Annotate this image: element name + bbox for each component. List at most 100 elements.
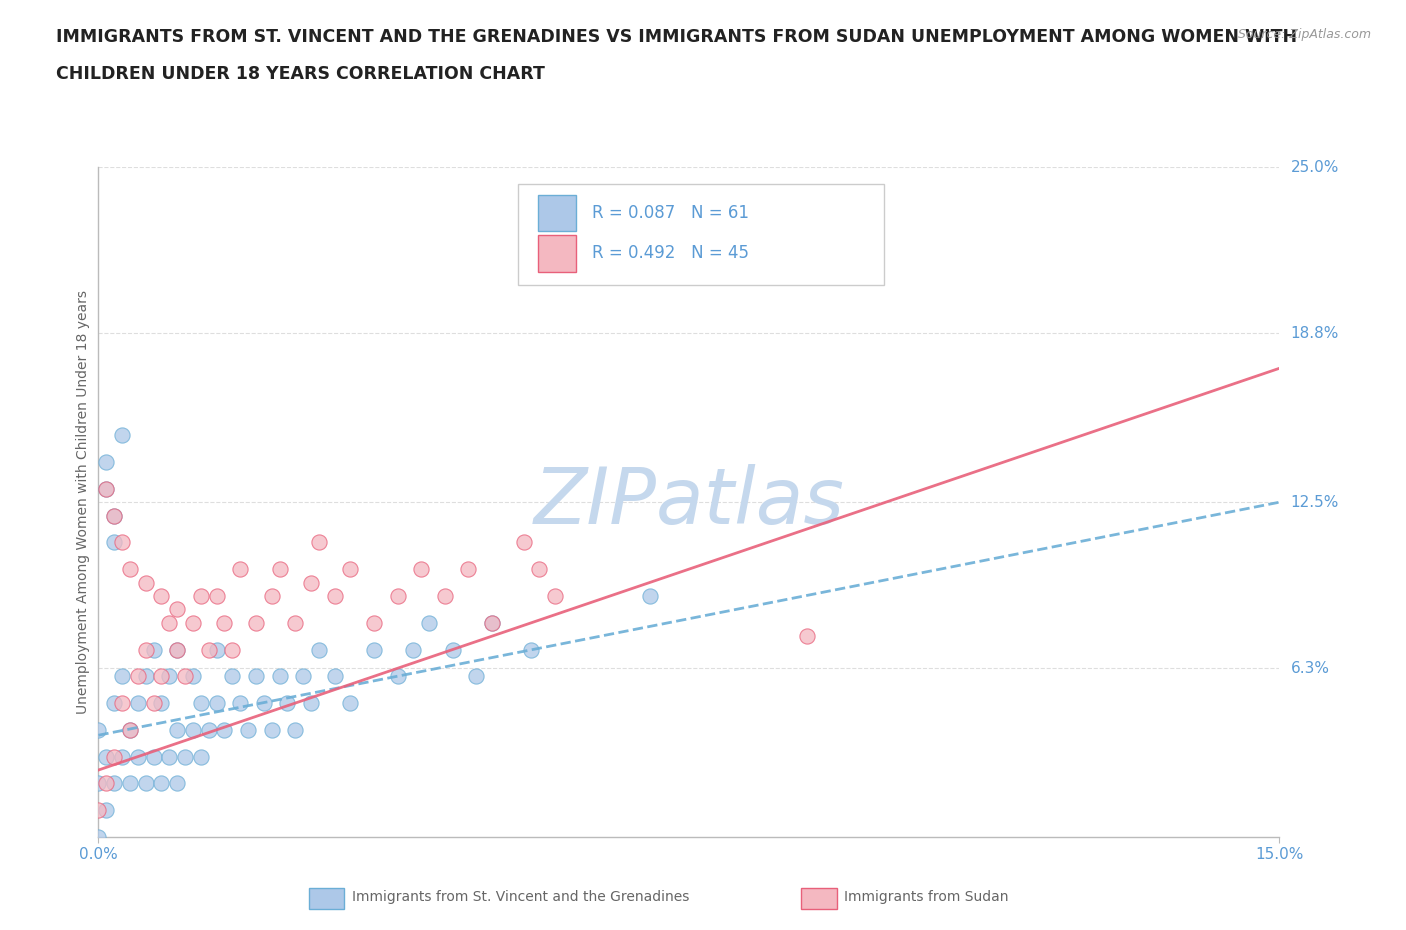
Point xyxy=(157,616,180,631)
Text: Immigrants from Sudan: Immigrants from Sudan xyxy=(844,889,1008,904)
Point xyxy=(269,669,291,684)
Point xyxy=(299,575,322,590)
Point xyxy=(118,562,141,577)
Point xyxy=(387,669,409,684)
FancyBboxPatch shape xyxy=(537,234,575,272)
Point xyxy=(269,562,291,577)
Text: CHILDREN UNDER 18 YEARS CORRELATION CHART: CHILDREN UNDER 18 YEARS CORRELATION CHAR… xyxy=(56,65,546,83)
Point xyxy=(387,589,409,604)
Text: Immigrants from St. Vincent and the Grenadines: Immigrants from St. Vincent and the Gren… xyxy=(352,889,689,904)
Point xyxy=(103,750,125,764)
FancyBboxPatch shape xyxy=(537,194,575,232)
Point xyxy=(135,669,157,684)
Point xyxy=(214,616,236,631)
Point xyxy=(87,803,110,817)
Point xyxy=(512,535,534,550)
Text: R = 0.492   N = 45: R = 0.492 N = 45 xyxy=(592,244,749,262)
Point xyxy=(339,562,361,577)
Point xyxy=(96,455,118,470)
Point xyxy=(111,535,134,550)
Point xyxy=(796,629,818,644)
Point xyxy=(111,696,134,711)
Point xyxy=(87,776,110,790)
Point xyxy=(127,750,149,764)
Point xyxy=(142,750,165,764)
Text: R = 0.087   N = 61: R = 0.087 N = 61 xyxy=(592,204,749,222)
Point xyxy=(111,428,134,443)
Point xyxy=(411,562,433,577)
Point xyxy=(157,750,180,764)
Point xyxy=(245,616,267,631)
Point xyxy=(118,723,141,737)
Point xyxy=(166,602,188,617)
Point xyxy=(96,482,118,497)
Point xyxy=(103,508,125,523)
Text: Source: ZipAtlas.com: Source: ZipAtlas.com xyxy=(1237,28,1371,41)
Point xyxy=(197,642,219,657)
Text: ZIPatlas: ZIPatlas xyxy=(533,464,845,540)
Point xyxy=(127,696,149,711)
Point xyxy=(96,750,118,764)
Point xyxy=(96,776,118,790)
Point xyxy=(142,696,165,711)
Point xyxy=(150,589,173,604)
Point xyxy=(520,187,543,202)
Point xyxy=(166,776,188,790)
Point xyxy=(418,616,440,631)
Point xyxy=(323,589,346,604)
Point xyxy=(221,669,243,684)
Point xyxy=(174,669,197,684)
Point xyxy=(103,535,125,550)
Point xyxy=(150,696,173,711)
Text: 25.0%: 25.0% xyxy=(1291,160,1339,175)
Point xyxy=(135,776,157,790)
Point xyxy=(299,696,322,711)
Y-axis label: Unemployment Among Women with Children Under 18 years: Unemployment Among Women with Children U… xyxy=(76,290,90,714)
Point xyxy=(181,669,204,684)
Point xyxy=(118,776,141,790)
Point xyxy=(245,669,267,684)
Point xyxy=(284,723,307,737)
Point xyxy=(103,696,125,711)
Point xyxy=(284,616,307,631)
Point xyxy=(205,589,228,604)
Point xyxy=(529,562,551,577)
Point xyxy=(197,723,219,737)
Point xyxy=(111,669,134,684)
Point xyxy=(111,750,134,764)
Point xyxy=(638,589,661,604)
Point xyxy=(292,669,315,684)
Point xyxy=(87,723,110,737)
Point xyxy=(157,669,180,684)
Point xyxy=(544,589,567,604)
Point xyxy=(190,696,212,711)
Point xyxy=(190,750,212,764)
Point xyxy=(174,750,197,764)
FancyBboxPatch shape xyxy=(517,184,884,285)
Text: 6.3%: 6.3% xyxy=(1291,660,1330,676)
Point xyxy=(96,803,118,817)
Point xyxy=(166,642,188,657)
Point xyxy=(135,575,157,590)
Point xyxy=(308,642,330,657)
Point xyxy=(481,616,503,631)
Point xyxy=(465,669,488,684)
Point xyxy=(441,642,464,657)
Point xyxy=(103,508,125,523)
Point xyxy=(481,616,503,631)
Point xyxy=(276,696,298,711)
Point xyxy=(166,723,188,737)
Point xyxy=(229,562,252,577)
Point xyxy=(323,669,346,684)
Point xyxy=(103,776,125,790)
Point xyxy=(363,616,385,631)
Point xyxy=(214,723,236,737)
Point xyxy=(308,535,330,550)
Point xyxy=(221,642,243,657)
Point xyxy=(181,723,204,737)
Point xyxy=(363,642,385,657)
Point xyxy=(181,616,204,631)
Point xyxy=(127,669,149,684)
Point xyxy=(253,696,276,711)
Point xyxy=(205,696,228,711)
